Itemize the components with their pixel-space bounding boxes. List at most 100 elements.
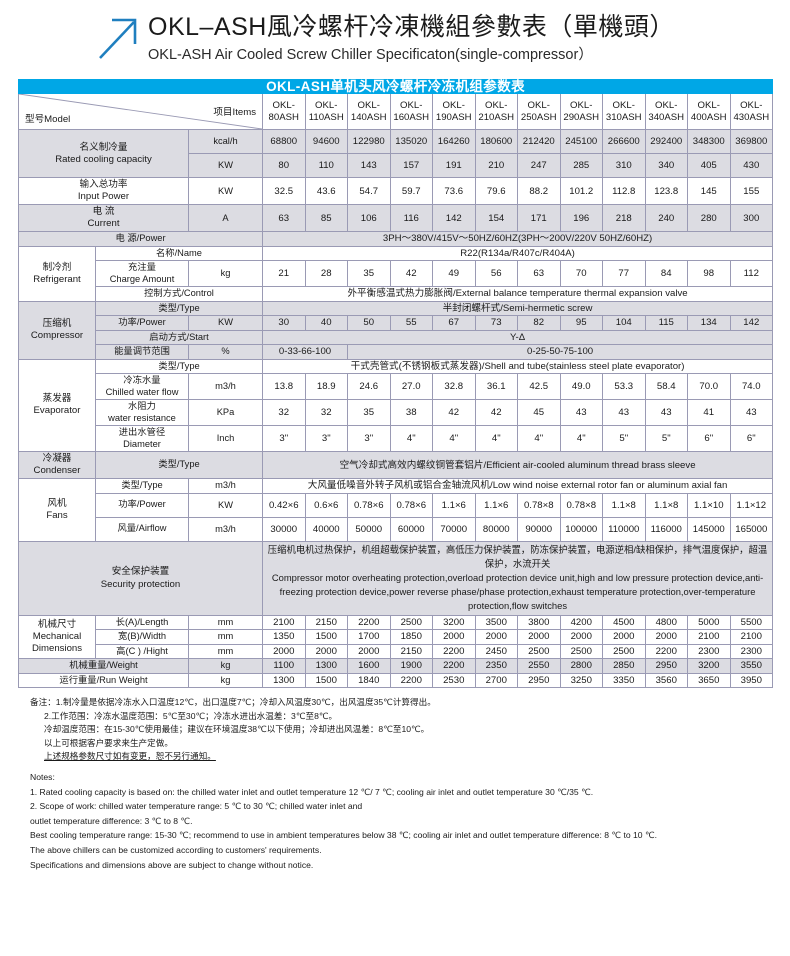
cell: 240 (644, 204, 688, 232)
corner-items-label: 项目Items (213, 106, 256, 118)
cell: 84 (644, 260, 688, 287)
cell: 4800 (644, 614, 688, 630)
corner-diagonal-cell: 型号Model 项目Items (18, 93, 263, 130)
cell: 3200 (432, 614, 476, 630)
cell: 2100 (729, 629, 774, 645)
cell: 104 (602, 315, 646, 331)
cell: 1.1×8 (602, 492, 646, 518)
page-title-cn: OKL–ASH風冷螺杆冷凍機組參數表（單機頭） (148, 13, 675, 41)
cell: 145 (687, 177, 731, 205)
note-cn-4: 上述规格参数尺寸如有变更，恕不另行通知。 (44, 751, 216, 762)
cell: 4500 (602, 614, 646, 630)
cell: 2300 (687, 643, 731, 659)
cell: 1700 (347, 629, 391, 645)
cell: 49 (432, 260, 476, 287)
cell: 2000 (262, 643, 306, 659)
label-mechanical-dimensions: 机械尺寸 Mechanical Dimensions (18, 614, 96, 660)
value-refrigerant-control: 外平衡感温式热力膨胀阀/External balance temperature… (261, 286, 774, 302)
cell: 56 (474, 260, 518, 287)
cell: 2000 (559, 629, 603, 645)
cell: 3" (304, 425, 348, 452)
cell: 3" (262, 425, 306, 452)
row-water-resistance: 水阻力 water resistance KPa 32 32 35 38 42 4… (19, 399, 774, 426)
cell: 122980 (347, 129, 391, 154)
unit-width: mm (188, 629, 263, 645)
cell: 79.6 (474, 177, 518, 205)
cell: 1.1×6 (474, 492, 518, 518)
cell: 210 (474, 153, 518, 178)
row-refrigerant-charge: 充注量 Charge Amount kg 21 28 35 42 49 56 63… (19, 260, 774, 287)
cell: 32.5 (262, 177, 306, 205)
cell: 3500 (474, 614, 518, 630)
cell: 41 (687, 399, 731, 426)
cell: 155 (729, 177, 774, 205)
cell: 5" (602, 425, 646, 452)
model-col-2: OKL- 140ASH (347, 93, 391, 130)
unit-capacity-range: % (188, 344, 263, 360)
cell: 50000 (347, 516, 391, 542)
cell: 145000 (687, 516, 731, 542)
cell: 180600 (474, 129, 518, 154)
cell: 2500 (389, 614, 433, 630)
note-en-4: Best cooling temperature range: 15-30 ℃;… (30, 830, 657, 841)
cell: 0.42×6 (262, 492, 306, 518)
label-compressor: 压缩机 Compressor (18, 300, 96, 360)
label-compressor-type: 类型/Type (95, 300, 263, 316)
label-length: 长(A)/Length (95, 614, 189, 630)
label-refrigerant-name: 名称/Name (95, 245, 263, 261)
cell: 2300 (729, 643, 774, 659)
cell: 4" (389, 425, 433, 452)
cell: 74.0 (729, 373, 774, 400)
unit-run-weight: kg (188, 672, 263, 688)
cell: 2150 (304, 614, 348, 630)
cell: 2450 (474, 643, 518, 659)
cell: 54.7 (347, 177, 391, 205)
cell: 3560 (644, 672, 688, 688)
cell: 1500 (304, 672, 348, 688)
cell: 164260 (432, 129, 476, 154)
cell: 116000 (644, 516, 688, 542)
unit-water-resistance: KPa (188, 399, 263, 426)
label-refrigerant-control: 控制方式/Control (95, 286, 263, 302)
cell: 4200 (559, 614, 603, 630)
unit-fan-type: m3/h (188, 478, 263, 494)
label-capacity-range: 能量调节范围 (95, 344, 189, 360)
value-fan-type: 大风量低噪音外转子风机或铝合金轴流风机/Low wind noise exter… (261, 478, 774, 494)
cell: 2000 (432, 629, 476, 645)
cell: 42 (432, 399, 476, 426)
cell: 154 (474, 204, 518, 232)
cell: 49.0 (559, 373, 603, 400)
label-power-source: 电 源/Power (18, 231, 263, 247)
cell: 55 (389, 315, 433, 331)
model-col-8: OKL- 310ASH (602, 93, 646, 130)
note-en-5: The above chillers can be customized acc… (30, 844, 322, 855)
cell: 85 (304, 204, 348, 232)
row-length: 机械尺寸 Mechanical Dimensions 长(A)/Length mm … (18, 614, 774, 660)
unit-fan-power: KW (188, 492, 263, 518)
security-text-en: Compressor motor overheating protection,… (271, 571, 764, 612)
cell: 5" (644, 425, 688, 452)
cell: 2200 (389, 672, 433, 688)
cell: 4" (559, 425, 603, 452)
cell: 43 (729, 399, 774, 426)
cell: 1350 (262, 629, 306, 645)
label-compressor-power: 功率/Power (95, 315, 189, 331)
label-evaporator-type: 类型/Type (95, 358, 263, 374)
row-run-weight: 运行重量/Run Weight kg 1300 1500 1840 2200 2… (18, 672, 774, 688)
row-input-power: 输入总功率 Input Power KW 32.5 43.6 54.7 59.7 … (18, 177, 774, 205)
row-chilled-water-flow: 冷冻水量 Chilled water flow m3/h 13.8 18.9 24… (19, 373, 774, 400)
cell: 2000 (474, 629, 518, 645)
unit-length: mm (188, 614, 263, 630)
label-cooling-capacity: 名义制冷量 Rated cooling capacity (18, 129, 189, 178)
cell: 134 (687, 315, 731, 331)
value-capacity-range-a: 0-33-66-100 (262, 344, 348, 360)
unit-height: mm (188, 643, 263, 659)
cell: 59.7 (389, 177, 433, 205)
cell: 35 (347, 399, 391, 426)
cell: 60000 (389, 516, 433, 542)
cell: 1.1×8 (644, 492, 688, 518)
cell: 143 (347, 153, 391, 178)
row-power-source: 电 源/Power 3PH～380V/415V～50HZ/60HZ(3PH～20… (18, 231, 774, 247)
row-refrigerant-name: 制冷剂 Refrigerant 名称/Name R22(R134a/R407c/R… (18, 245, 774, 302)
cell: 0.78×8 (559, 492, 603, 518)
